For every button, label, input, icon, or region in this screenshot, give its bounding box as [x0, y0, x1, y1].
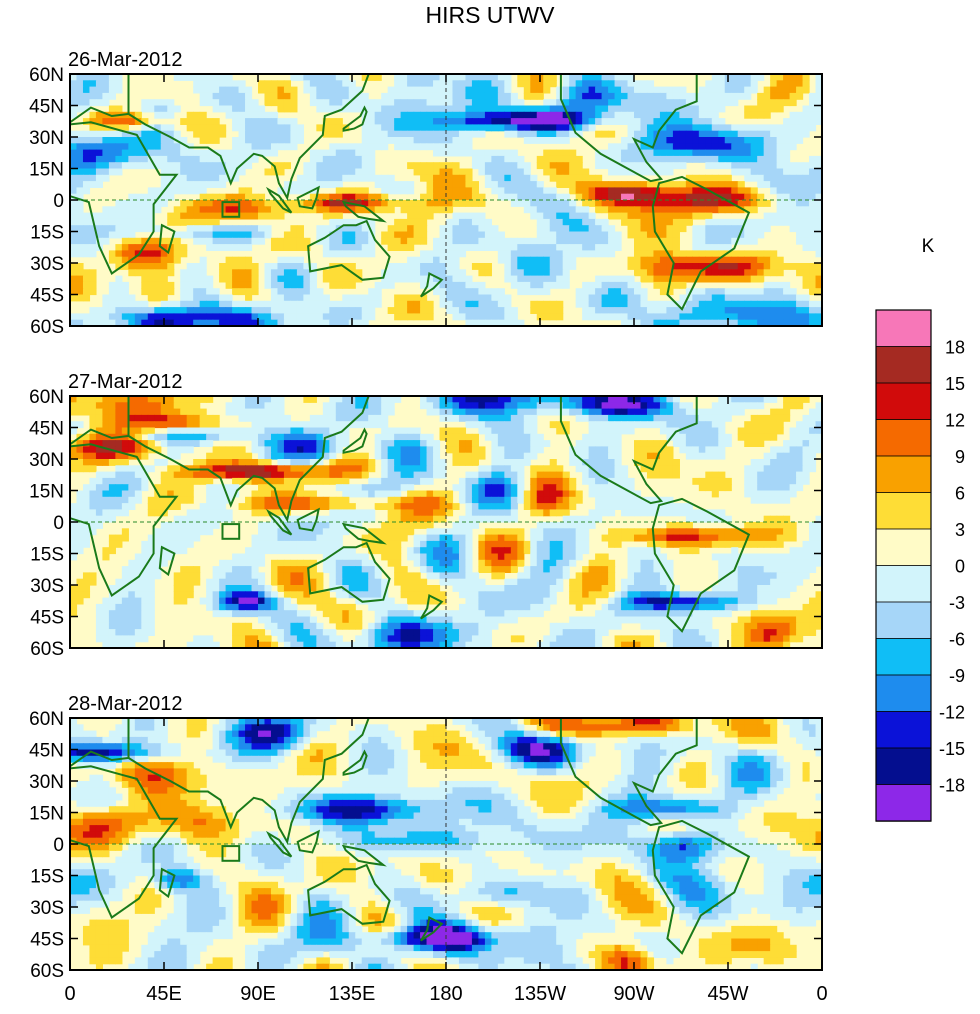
- colorbar-tick-label: 9: [955, 447, 965, 467]
- map-panel-2: 60N 45N 30N 15N 0 15S 30S 45S 60S 27-Mar-2012: [29, 371, 823, 660]
- lat-label: 60S: [30, 639, 64, 660]
- lat-label: 30N: [29, 450, 64, 471]
- lat-label: 45N: [29, 741, 64, 762]
- colorbar-tick-label: -9: [949, 666, 965, 686]
- lat-label: 45S: [30, 286, 64, 307]
- colorbar-swatch: [875, 492, 932, 530]
- coastlines: [70, 396, 751, 633]
- colorbar-tick-label: -18: [939, 776, 965, 796]
- lat-label: 30N: [29, 128, 64, 149]
- lat-label: 45S: [30, 930, 64, 951]
- lat-label: 0: [53, 835, 64, 856]
- map-panel-1: 60N 45N 30N 15N 0 15S 30S 45S 60S 26-Mar-2012: [29, 49, 823, 338]
- lat-label: 30S: [30, 898, 64, 919]
- colorbar-swatch: [875, 528, 932, 567]
- colorbar-tick-label: 3: [955, 520, 965, 540]
- coastlines: [70, 718, 751, 955]
- lat-label: 45N: [29, 419, 64, 440]
- panels: 60N45N30N15N015S30S45S60S26-Mar-201260N4…: [29, 49, 827, 1005]
- panel-date: 28-Mar-2012: [68, 693, 183, 715]
- lat-label: 45S: [30, 608, 64, 629]
- colorbar-swatch: [875, 747, 932, 786]
- region-box: [221, 845, 241, 862]
- lon-label: 0: [64, 983, 75, 1005]
- lat-label: 15S: [30, 545, 64, 566]
- lat-label: 30S: [30, 576, 64, 597]
- colorbar-tick-label: -6: [949, 630, 965, 650]
- region-box: [221, 201, 241, 218]
- lat-label: 15S: [30, 223, 64, 244]
- lat-label: 15N: [29, 804, 64, 825]
- lat-label: 30S: [30, 254, 64, 275]
- coastlines: [70, 74, 751, 311]
- lon-label: 135E: [329, 983, 376, 1005]
- lat-label: 60N: [29, 65, 64, 86]
- colorbar-tick-label: -3: [949, 593, 965, 613]
- colorbar-tick-label: -15: [939, 739, 965, 759]
- colorbar-swatch: [875, 382, 932, 421]
- lat-label: 60N: [29, 709, 64, 730]
- panel-date: 26-Mar-2012: [68, 49, 183, 71]
- lat-label: 60N: [29, 387, 64, 408]
- colorbar-tick-label: 15: [945, 374, 965, 394]
- lat-label: 30N: [29, 772, 64, 793]
- lat-label: 60S: [30, 317, 64, 338]
- lat-label: 15N: [29, 160, 64, 181]
- lon-label: 45E: [146, 983, 182, 1005]
- lat-label: 15N: [29, 482, 64, 503]
- colorbar-tick-label: 12: [945, 411, 965, 431]
- colorbar-swatch: [875, 601, 932, 640]
- region-box: [221, 523, 241, 540]
- colorbar-tick-label: 0: [955, 557, 965, 577]
- panel-date: 27-Mar-2012: [68, 371, 183, 393]
- lat-label: 0: [53, 191, 64, 212]
- colorbar-swatch: [875, 674, 932, 713]
- figure-title: HIRS UTWV: [425, 2, 555, 28]
- lon-label: 135W: [514, 983, 566, 1005]
- lat-label: 15S: [30, 867, 64, 888]
- lon-label: 90W: [613, 983, 654, 1005]
- lon-label: 45W: [707, 983, 748, 1005]
- colorbar-tick-label: 18: [945, 338, 965, 358]
- colorbar-unit: K: [922, 236, 935, 257]
- lon-axis: 0 45E 90E 135E 180 135W 90W 45W 0: [64, 983, 827, 1005]
- colorbar-swatch: [875, 784, 932, 822]
- lat-label: 60S: [30, 961, 64, 982]
- colorbar-swatch: [875, 455, 932, 494]
- lon-label: 0: [816, 983, 827, 1005]
- lon-label: 180: [429, 983, 462, 1005]
- colorbar-swatch: [875, 346, 932, 384]
- colorbar-tick-label: 6: [955, 484, 965, 504]
- lat-label: 0: [53, 513, 64, 534]
- colorbar-swatch: [875, 638, 932, 676]
- lat-label: 45N: [29, 97, 64, 118]
- colorbar-swatch: [875, 419, 932, 457]
- colorbar-tick-label: -12: [939, 703, 965, 723]
- colorbar: 18 15 12 9 6 3 0 -3 -6 -9 -12 -15 -18: [875, 309, 965, 822]
- map-panel-3: 60N 45N 30N 15N 0 15S 30S 45S 60S 28-Mar-2012: [29, 693, 823, 982]
- colorbar-swatch: [875, 309, 932, 348]
- colorbar-swatch: [875, 565, 932, 603]
- lon-label: 90E: [240, 983, 276, 1005]
- colorbar-swatch: [875, 711, 932, 749]
